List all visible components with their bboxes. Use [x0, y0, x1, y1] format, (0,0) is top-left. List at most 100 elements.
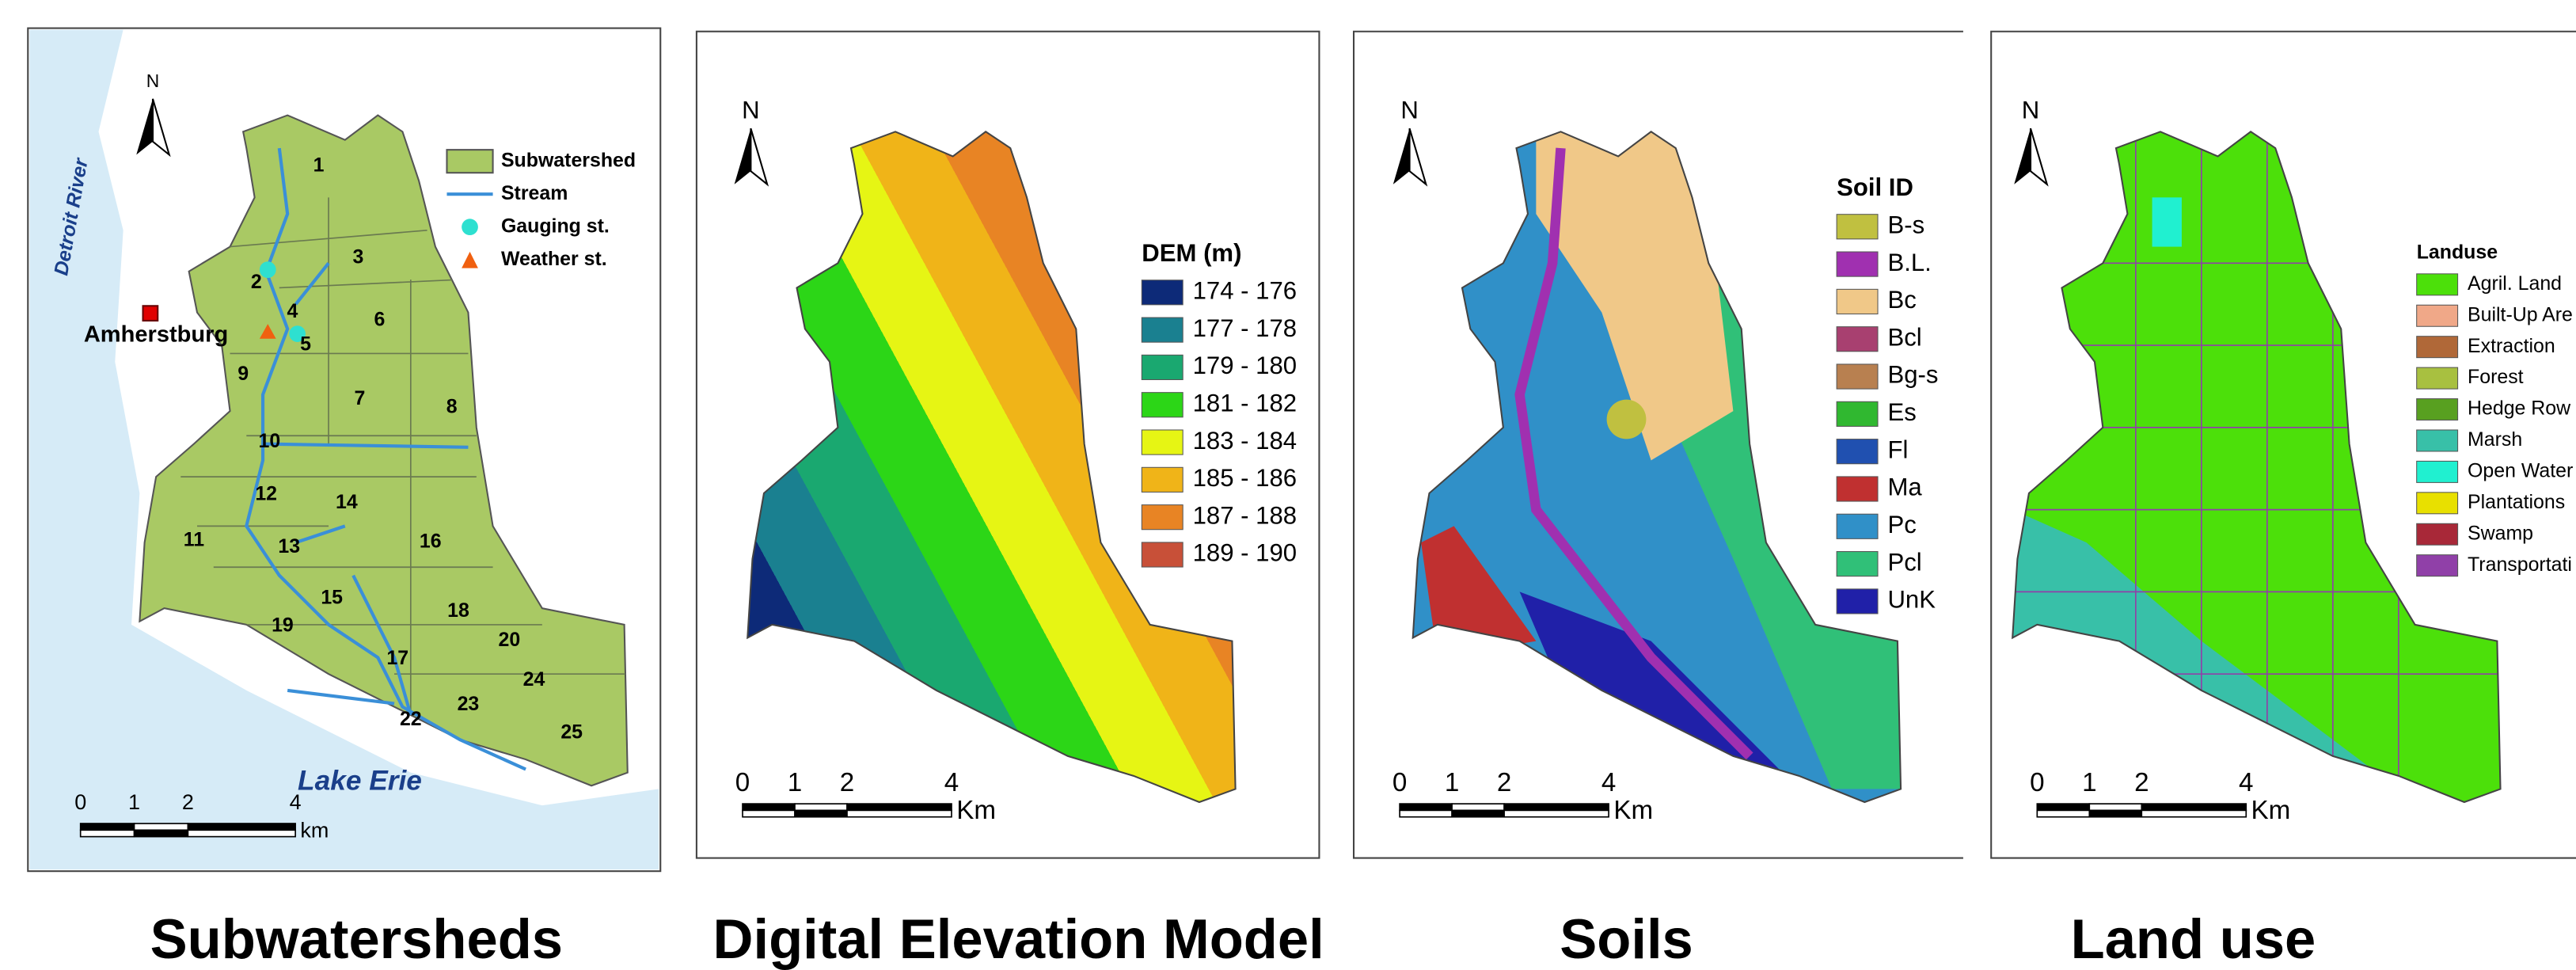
subwatershed-label: 7 — [355, 387, 366, 409]
north-label: N — [146, 70, 159, 91]
legend-swatch — [1142, 542, 1183, 567]
page: Watershed maps {"panels": [ {"caption": … — [0, 0, 2576, 970]
legend-label: Transportati — [2468, 553, 2572, 576]
scale-segment — [2141, 810, 2246, 816]
legend-swatch — [1837, 552, 1878, 576]
legend-swatch — [1837, 514, 1878, 538]
legend-swatch — [2417, 337, 2458, 358]
scale-segment — [795, 804, 847, 810]
legend-label: Es — [1887, 398, 1916, 426]
subwatershed-label: 4 — [287, 300, 298, 322]
subwatershed-label: 3 — [352, 246, 363, 268]
legend-swatch — [1837, 289, 1878, 314]
scale-label: 2 — [2134, 768, 2149, 797]
legend-swatch — [1142, 318, 1183, 342]
subwatershed-label: 11 — [184, 529, 204, 551]
legend-title: DEM (m) — [1142, 239, 1241, 267]
panel-caption: Land use — [2071, 907, 2316, 970]
panel-caption: Digital Elevation Model — [713, 907, 1324, 970]
scale-segment — [847, 810, 952, 816]
legend-label: Hedge Row — [2468, 398, 2571, 420]
scale-segment — [188, 830, 295, 836]
subwatershed-label: 8 — [446, 396, 458, 418]
legend-swatch — [1837, 439, 1878, 464]
legend-label: B.L. — [1887, 249, 1931, 276]
legend-swatch — [1837, 589, 1878, 614]
legend-swatch — [2417, 305, 2458, 326]
subwatershed-label: 18 — [447, 599, 469, 622]
legend-label: Pcl — [1887, 548, 1921, 576]
scale-segment — [135, 830, 188, 836]
legend-label: Ma — [1887, 474, 1922, 501]
scale-segment — [795, 810, 847, 816]
subwatershed-label: 9 — [237, 363, 249, 385]
scale-segment — [1504, 804, 1609, 810]
legend-swatch — [1142, 393, 1183, 417]
scale-label: 1 — [788, 768, 802, 797]
legend-label: Extraction — [2468, 335, 2555, 357]
body: 123456789101112131415161718192022232425 … — [0, 0, 2576, 970]
legend-swatch — [1837, 327, 1878, 352]
legend-swatch — [1837, 401, 1878, 426]
subwatershed-label: 14 — [336, 491, 358, 513]
legend-swatch — [1837, 477, 1878, 501]
legend-swatch — [446, 150, 492, 173]
legend-swatch — [462, 219, 478, 235]
legend-swatch — [2417, 461, 2458, 482]
subwatershed-label: 22 — [400, 708, 422, 730]
scale-label: 2 — [1497, 768, 1511, 797]
legend-swatch — [1837, 252, 1878, 276]
legend-label: Agril. Land — [2468, 272, 2562, 295]
scale-segment — [2037, 810, 2089, 816]
subwatershed-label: 1 — [313, 154, 325, 176]
scale-segment — [2089, 810, 2141, 816]
subwatershed-label: 15 — [321, 586, 343, 608]
subwatershed-label: 6 — [374, 309, 385, 331]
subwatershed-label: 24 — [523, 668, 545, 690]
legend-label: Bcl — [1887, 323, 1921, 351]
legend-swatch — [2417, 367, 2458, 389]
scale-label: 2 — [840, 768, 854, 797]
scale-segment — [1504, 810, 1609, 816]
scale-segment — [2089, 804, 2141, 810]
legend-label: 189 - 190 — [1193, 539, 1297, 567]
subwatershed-label: 12 — [255, 483, 277, 505]
figure: 123456789101112131415161718192022232425 … — [0, 0, 2576, 970]
legend-title: Landuse — [2417, 241, 2498, 263]
legend-label: Bg-s — [1887, 361, 1938, 389]
soil-bs — [1607, 400, 1647, 439]
legend-label: UnK — [1887, 586, 1936, 614]
legend-label: Stream — [501, 182, 568, 204]
scale-unit: Km — [956, 796, 996, 825]
legend-title: Soil ID — [1837, 173, 1913, 201]
north-label: N — [2022, 97, 2039, 124]
legend-label: 183 - 184 — [1193, 427, 1297, 455]
scale-label: 4 — [944, 768, 959, 797]
legend-label: B-s — [1887, 211, 1924, 238]
legend-label: Weather st. — [501, 248, 607, 270]
town-label: Amherstburg — [84, 321, 228, 347]
scale-label: 2 — [182, 790, 194, 814]
scale-unit: Km — [2251, 796, 2291, 825]
scale-label: 0 — [2030, 768, 2044, 797]
subwatershed-label: 16 — [420, 531, 442, 553]
scale-segment — [1400, 804, 1452, 810]
legend-label: Built-Up Are — [2468, 303, 2573, 325]
scale-segment — [2141, 804, 2246, 810]
legend-swatch — [1837, 364, 1878, 389]
subwatershed-label: 20 — [498, 629, 520, 651]
scale-segment — [135, 824, 188, 830]
legend-swatch — [1142, 280, 1183, 305]
legend-label: Swamp — [2468, 522, 2533, 544]
legend-label: Gauging st. — [501, 215, 610, 237]
scale-label: 4 — [1601, 768, 1616, 797]
legend-swatch — [2417, 399, 2458, 420]
north-label: N — [1400, 97, 1418, 124]
legend-swatch — [1837, 215, 1878, 239]
town-marker — [143, 306, 158, 321]
scale-label: 0 — [1392, 768, 1407, 797]
scale-segment — [1452, 810, 1504, 816]
legend-label: 174 - 176 — [1193, 276, 1297, 304]
scale-segment — [188, 824, 295, 830]
legend-label: Forest — [2468, 366, 2524, 388]
